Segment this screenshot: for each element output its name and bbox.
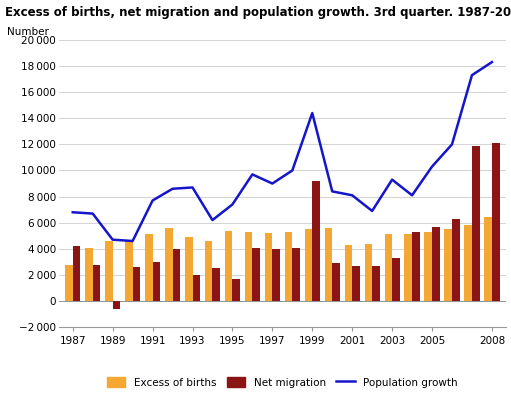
Bar <box>105 241 112 301</box>
Bar <box>165 228 173 301</box>
Bar <box>352 266 360 301</box>
Bar <box>125 241 133 301</box>
Bar <box>92 265 100 301</box>
Bar <box>464 225 472 301</box>
Bar <box>112 301 120 309</box>
Bar <box>213 269 220 301</box>
Bar <box>65 265 73 301</box>
Bar <box>445 229 452 301</box>
Bar <box>205 241 213 301</box>
Bar <box>153 262 160 301</box>
Bar <box>73 246 80 301</box>
Bar <box>405 235 412 301</box>
Text: Excess of births, net migration and population growth. 3rd quarter. 1987-2008: Excess of births, net migration and popu… <box>5 6 511 19</box>
Bar <box>185 237 193 301</box>
Bar <box>484 217 492 301</box>
Text: Number: Number <box>7 27 49 37</box>
Bar <box>332 263 340 301</box>
Bar <box>392 258 400 301</box>
Bar <box>292 247 300 301</box>
Bar <box>432 227 439 301</box>
Bar <box>85 247 92 301</box>
Bar <box>492 143 500 301</box>
Bar <box>233 279 240 301</box>
Bar <box>472 146 479 301</box>
Bar <box>385 235 392 301</box>
Bar <box>344 245 352 301</box>
Bar <box>312 181 320 301</box>
Bar <box>245 232 252 301</box>
Bar <box>272 249 280 301</box>
Bar <box>305 229 312 301</box>
Bar <box>285 232 292 301</box>
Bar <box>265 233 272 301</box>
Bar <box>425 232 432 301</box>
Legend: Excess of births, Net migration, Population growth: Excess of births, Net migration, Populat… <box>103 373 462 392</box>
Bar <box>452 219 459 301</box>
Bar <box>372 266 380 301</box>
Bar <box>412 232 420 301</box>
Bar <box>133 267 140 301</box>
Bar <box>252 247 260 301</box>
Bar <box>324 228 332 301</box>
Bar <box>225 231 233 301</box>
Bar <box>193 275 200 301</box>
Bar <box>364 244 372 301</box>
Bar <box>145 235 153 301</box>
Bar <box>173 249 180 301</box>
